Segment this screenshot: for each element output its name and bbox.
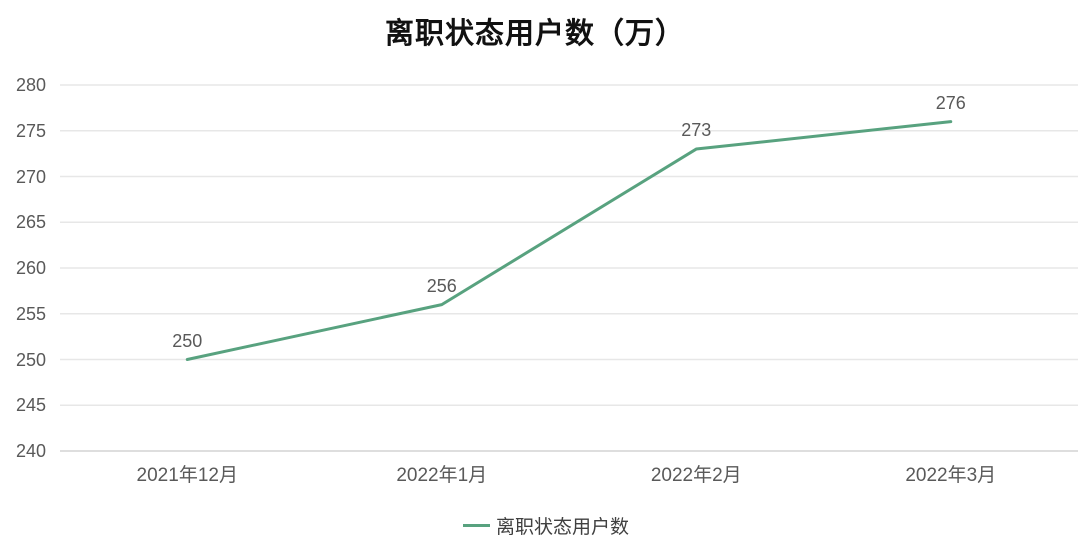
y-axis-tick-label: 255 xyxy=(15,303,46,324)
data-point-label: 250 xyxy=(172,330,203,351)
y-axis-tick-label: 275 xyxy=(15,120,46,141)
series-line xyxy=(185,120,953,361)
x-axis-category-label: 2022年1月 xyxy=(396,465,488,486)
data-point-label: 256 xyxy=(426,275,457,296)
y-axis-tick-label: 245 xyxy=(15,395,46,416)
legend-marker-line xyxy=(462,524,490,527)
y-axis-tick-label: 260 xyxy=(15,258,46,278)
y-axis-tick-label: 265 xyxy=(15,212,46,233)
y-axis-tick-label: 240 xyxy=(15,441,46,461)
chart-title: 离职状态用户数（万） xyxy=(384,18,685,50)
y-axis-tick-label: 270 xyxy=(15,166,46,187)
x-axis-category-label: 2021年12月 xyxy=(136,465,238,486)
data-point-label: 273 xyxy=(681,120,712,141)
data-point-label: 276 xyxy=(935,92,966,113)
legend-item: 离职状态用户数 xyxy=(462,512,629,539)
x-axis-category-label: 2022年2月 xyxy=(650,465,742,486)
y-axis-tick-label: 280 xyxy=(15,75,46,95)
x-axis-category-label: 2022年3月 xyxy=(905,465,997,486)
legend-label: 离职状态用户数 xyxy=(495,517,629,538)
legend: 离职状态用户数 xyxy=(0,512,1092,539)
y-axis-tick-label: 250 xyxy=(15,349,46,370)
